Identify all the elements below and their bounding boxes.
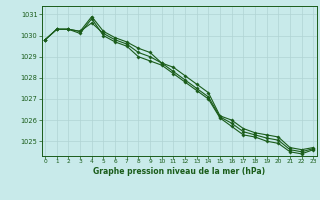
- X-axis label: Graphe pression niveau de la mer (hPa): Graphe pression niveau de la mer (hPa): [93, 167, 265, 176]
